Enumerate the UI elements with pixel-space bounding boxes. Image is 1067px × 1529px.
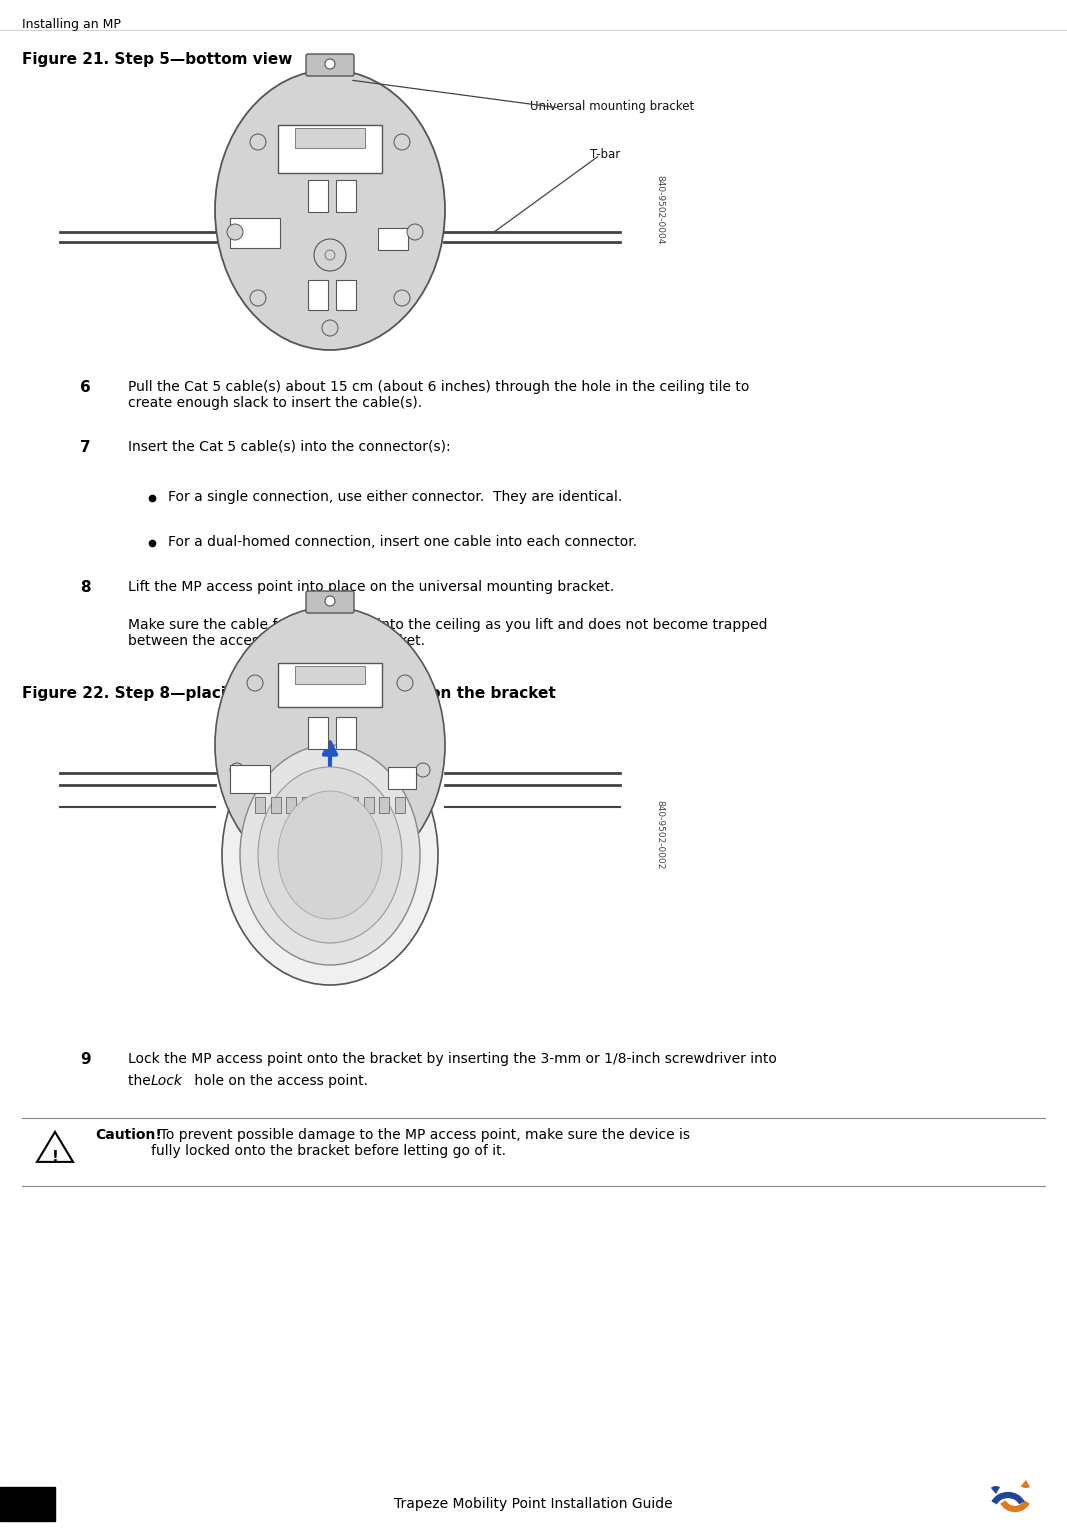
FancyBboxPatch shape	[317, 797, 328, 813]
Circle shape	[322, 320, 338, 336]
Circle shape	[250, 291, 266, 306]
Text: 6: 6	[80, 381, 91, 394]
FancyBboxPatch shape	[336, 717, 356, 749]
Circle shape	[325, 60, 335, 69]
Text: 7: 7	[80, 440, 91, 456]
FancyBboxPatch shape	[308, 180, 328, 213]
FancyBboxPatch shape	[278, 664, 382, 706]
Text: 8: 8	[80, 579, 91, 595]
FancyBboxPatch shape	[306, 54, 354, 76]
Wedge shape	[1021, 1480, 1030, 1488]
Text: 840-9502-0002: 840-9502-0002	[655, 800, 665, 870]
Circle shape	[325, 596, 335, 605]
Text: Installing an MP: Installing an MP	[22, 18, 121, 31]
FancyBboxPatch shape	[308, 717, 328, 749]
Text: Lift the MP access point into place on the universal mounting bracket.: Lift the MP access point into place on t…	[128, 579, 615, 593]
FancyBboxPatch shape	[271, 797, 281, 813]
FancyBboxPatch shape	[278, 125, 382, 173]
Text: Lock: Lock	[152, 1073, 182, 1089]
Ellipse shape	[222, 725, 437, 985]
Circle shape	[227, 225, 243, 240]
Ellipse shape	[240, 745, 420, 965]
FancyBboxPatch shape	[336, 180, 356, 213]
Text: T-bar: T-bar	[590, 148, 620, 161]
Text: Pull the Cat 5 cable(s) about 15 cm (about 6 inches) through the hole in the cei: Pull the Cat 5 cable(s) about 15 cm (abo…	[128, 381, 749, 410]
Ellipse shape	[278, 790, 382, 919]
Circle shape	[416, 763, 430, 777]
Text: Universal mounting bracket: Universal mounting bracket	[530, 99, 695, 113]
Circle shape	[250, 135, 266, 150]
FancyBboxPatch shape	[255, 797, 265, 813]
FancyBboxPatch shape	[364, 797, 373, 813]
Text: ≋: ≋	[319, 849, 340, 872]
Wedge shape	[991, 1486, 1000, 1494]
FancyBboxPatch shape	[333, 797, 343, 813]
FancyBboxPatch shape	[230, 219, 280, 248]
FancyBboxPatch shape	[294, 128, 365, 148]
Ellipse shape	[214, 607, 445, 884]
Circle shape	[325, 251, 335, 260]
Ellipse shape	[214, 70, 445, 350]
FancyBboxPatch shape	[302, 797, 312, 813]
FancyBboxPatch shape	[294, 667, 365, 683]
Text: !: !	[51, 1150, 59, 1165]
Circle shape	[246, 674, 262, 691]
Text: Caution!: Caution!	[95, 1128, 162, 1142]
FancyBboxPatch shape	[286, 797, 297, 813]
Text: Figure 21. Step 5—bottom view: Figure 21. Step 5—bottom view	[22, 52, 292, 67]
Text: hole on the access point.: hole on the access point.	[190, 1073, 368, 1089]
Circle shape	[394, 291, 410, 306]
Text: the: the	[128, 1073, 155, 1089]
Text: Lock the MP access point onto the bracket by inserting the 3-mm or 1/8-inch scre: Lock the MP access point onto the bracke…	[128, 1052, 777, 1066]
Text: For a dual-homed connection, insert one cable into each connector.: For a dual-homed connection, insert one …	[168, 535, 637, 549]
Text: For a single connection, use either connector.  They are identical.: For a single connection, use either conn…	[168, 489, 622, 505]
FancyBboxPatch shape	[388, 768, 416, 789]
Circle shape	[230, 763, 244, 777]
Text: Trapeze Mobility Point Installation Guide: Trapeze Mobility Point Installation Guid…	[394, 1497, 672, 1511]
Circle shape	[407, 225, 423, 240]
Circle shape	[314, 239, 346, 271]
Text: Figure 22. Step 8—placing the MP access point on the bracket: Figure 22. Step 8—placing the MP access …	[22, 687, 556, 700]
FancyBboxPatch shape	[230, 764, 270, 794]
Circle shape	[394, 135, 410, 150]
Ellipse shape	[258, 768, 402, 943]
FancyBboxPatch shape	[0, 1488, 55, 1521]
Text: To prevent possible damage to the MP access point, make sure the device is
fully: To prevent possible damage to the MP acc…	[152, 1128, 690, 1157]
Text: 24: 24	[17, 1497, 36, 1511]
Text: 840-9502-0004: 840-9502-0004	[655, 176, 665, 245]
Text: Make sure the cable feeds properly into the ceiling as you lift and does not bec: Make sure the cable feeds properly into …	[128, 618, 767, 648]
FancyBboxPatch shape	[306, 592, 354, 613]
FancyBboxPatch shape	[378, 228, 408, 251]
FancyBboxPatch shape	[380, 797, 389, 813]
FancyBboxPatch shape	[395, 797, 405, 813]
FancyBboxPatch shape	[348, 797, 359, 813]
FancyBboxPatch shape	[308, 280, 328, 310]
Text: 9: 9	[80, 1052, 91, 1067]
Circle shape	[397, 674, 413, 691]
FancyBboxPatch shape	[336, 280, 356, 310]
Text: Insert the Cat 5 cable(s) into the connector(s):: Insert the Cat 5 cable(s) into the conne…	[128, 440, 450, 454]
